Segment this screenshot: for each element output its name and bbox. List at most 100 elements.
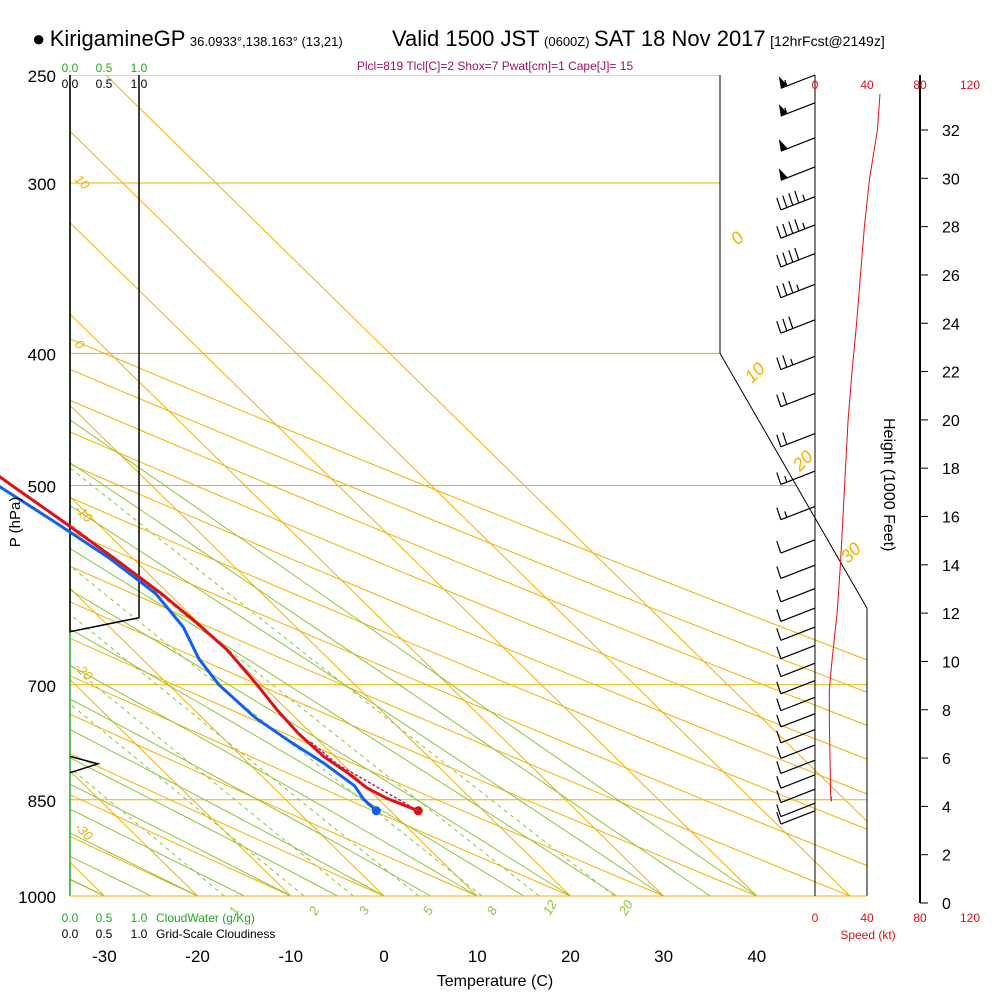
temperature-trace (0, 475, 419, 813)
wind-barb-half-feather (790, 358, 794, 366)
speed-tick-bottom: 40 (860, 911, 874, 925)
moist-adiabat (70, 75, 478, 896)
pressure-tick-label: 1000 (18, 888, 56, 907)
parcel-path (309, 740, 419, 812)
temperature-tick-label: -30 (92, 947, 117, 966)
height-tick-label: 6 (942, 751, 951, 768)
wind-barb-feather (776, 507, 782, 520)
wind-barb-feather (776, 225, 782, 239)
dry-adiabat (70, 75, 867, 896)
moist-adiabat (70, 75, 711, 896)
speed-axis-label: Speed (kt) (840, 928, 895, 942)
cloudwater-label: CloudWater (g/Kg) (156, 911, 255, 925)
temperature-tick-label: 10 (468, 947, 487, 966)
wind-barb-half-feather (784, 107, 788, 114)
height-profile (828, 93, 881, 802)
temperature-tick-label: -20 (185, 947, 210, 966)
wind-barb (780, 644, 816, 660)
wind-barb-flag (778, 139, 788, 152)
wind-barb-feather (776, 811, 782, 825)
pressure-tick-label: 250 (28, 67, 56, 86)
wind-barb-flag (778, 168, 788, 181)
temperature-tick-label: 20 (561, 947, 580, 966)
moist-adiabat (70, 75, 664, 896)
cloudiness-tick-top: 0.0 (62, 77, 79, 91)
dry-adiabat (70, 75, 867, 896)
wind-barb-feather (776, 804, 782, 817)
wind-barb-feather (782, 283, 788, 296)
wind-barb-flag (778, 104, 788, 117)
mixing-ratio-line (70, 352, 354, 896)
station-header: ● KirigamineGP 36.0933°,138.163° (13,21) (32, 26, 343, 52)
mixing-ratio-line (70, 352, 483, 896)
height-tick-label: 16 (942, 510, 960, 527)
wind-barb (780, 729, 816, 744)
isotherm-label: 10 (72, 172, 93, 193)
cloudiness-tick-bottom: 1.0 (131, 927, 148, 941)
isotherm-label: -20 (72, 660, 96, 684)
wind-barb-feather (794, 219, 800, 232)
height-tick-label: 18 (942, 461, 960, 478)
wind-barb-feather (782, 392, 788, 405)
dry-adiabat (70, 75, 478, 896)
valid-date: SAT 18 Nov 2017 (594, 26, 766, 51)
wind-barb-feather (776, 646, 782, 659)
wind-barb (780, 788, 816, 804)
dry-adiabat (70, 75, 867, 896)
wind-barb-feather (782, 195, 788, 208)
moist-adiabat (70, 75, 525, 896)
cloudiness-tick-top: 1.0 (131, 77, 148, 91)
temperature-tick-label: 30 (654, 947, 673, 966)
isotherm (70, 75, 758, 896)
height-tick-label: 12 (942, 606, 960, 623)
wind-barb-feather (788, 193, 794, 206)
height-tick-label: 2 (942, 848, 951, 865)
height-tick-label: 30 (942, 171, 960, 188)
station-name: KirigamineGP (49, 26, 186, 51)
wind-barb-feather (776, 566, 782, 579)
speed-tick-top: 40 (860, 78, 874, 92)
wind-barb-feather (776, 472, 782, 485)
pressure-tick-label: 300 (28, 175, 56, 194)
isotherm-label: 0 (72, 337, 88, 353)
cloudiness-tick-bottom: 0.5 (96, 927, 113, 941)
mixing-ratio-label: 20 (615, 897, 636, 919)
wind-barb-feather (782, 318, 788, 332)
wind-barb (780, 810, 816, 825)
wind-barb-feather (788, 280, 794, 294)
wind-barb-half-feather (784, 511, 788, 518)
wind-barb (780, 696, 816, 712)
speed-tick-bottom: 80 (913, 911, 927, 925)
height-tick-label: 10 (942, 654, 960, 671)
cloudiness-low-layer (69, 755, 101, 774)
speed-tick-top: 0 (812, 78, 819, 92)
isotherm (70, 75, 478, 896)
pressure-tick-label: 700 (28, 677, 56, 696)
wind-barb-feather (776, 434, 782, 448)
dry-adiabat (70, 75, 867, 896)
pressure-tick-label: 400 (28, 345, 56, 364)
height-tick-label: 14 (942, 558, 960, 575)
isotherm-label: -10 (72, 502, 96, 526)
temperature-axis-label: Temperature (C) (437, 973, 553, 990)
wind-barb-feather (788, 221, 794, 234)
diagonal-edge (719, 353, 868, 609)
plot-area (70, 75, 867, 896)
wind-barb-feather (776, 357, 782, 370)
temperature-tick-label: 40 (747, 947, 766, 966)
wind-barb-feather (776, 589, 782, 603)
moist-adiabat (70, 75, 292, 896)
wind-barb-feather (776, 628, 782, 641)
moist-adiabat (70, 75, 758, 896)
mixing-ratio-label: 2 (305, 903, 322, 918)
wind-barb (780, 759, 816, 774)
cloudiness-tick-top: 0.5 (96, 77, 113, 91)
wind-barb (780, 744, 816, 759)
isotherm (105, 75, 867, 896)
speed-tick-top: 80 (913, 78, 927, 92)
pressure-tick-label: 500 (28, 478, 56, 497)
speed-tick-top: 120 (960, 78, 980, 92)
cloudwater-tick-bottom: 0.0 (62, 911, 79, 925)
wind-barb-half-feather (796, 284, 800, 291)
